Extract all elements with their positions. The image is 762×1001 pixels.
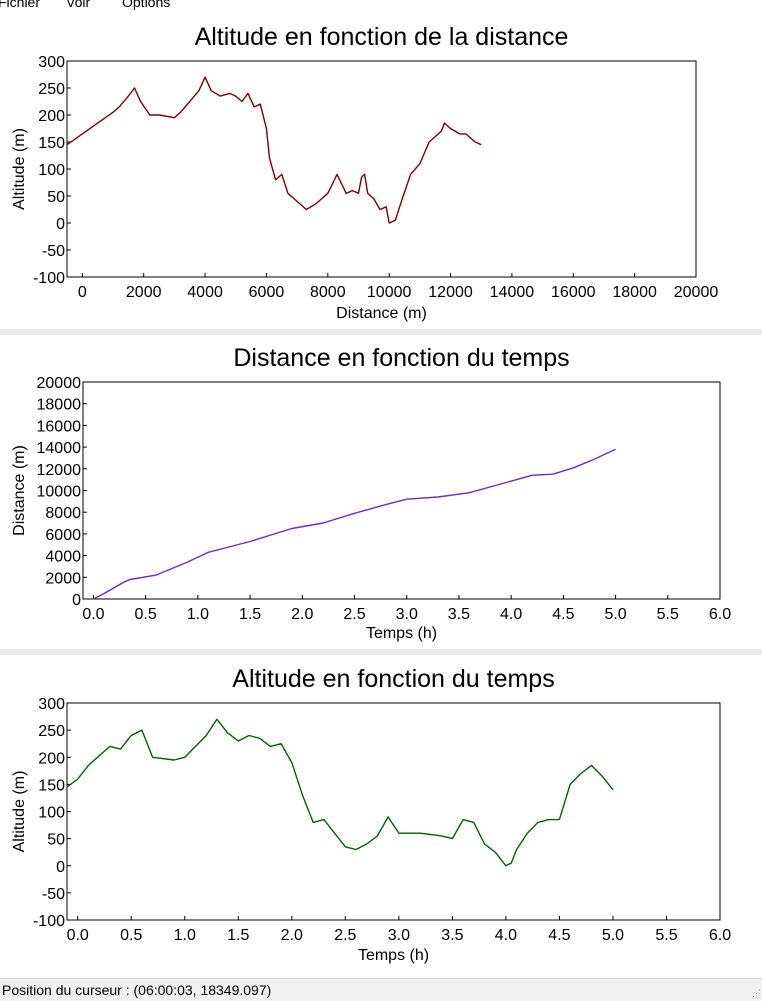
panel-separator: [0, 329, 762, 335]
x-tick-label: 4.5: [552, 606, 574, 623]
y-tick-label: 2000: [45, 570, 81, 587]
menu-fichier[interactable]: Fichier: [0, 0, 41, 10]
status-bar: Position du curseur : (06:00:03, 18349.0…: [0, 978, 762, 1001]
x-tick-label: 2.0: [291, 606, 313, 623]
x-axis-label: Distance (m): [336, 305, 427, 322]
y-tick-label: 300: [38, 696, 65, 713]
x-tick-label: 3.5: [448, 606, 470, 623]
resize-grip-icon[interactable]: ⋰: [752, 988, 761, 998]
x-tick-label: 6.0: [709, 606, 731, 623]
x-tick-label: 2.5: [334, 927, 356, 944]
x-tick-label: 0.0: [67, 927, 89, 944]
x-tick-label: 4.5: [548, 927, 570, 944]
x-tick-label: 1.0: [187, 606, 209, 623]
x-axis-label: Temps (h): [366, 625, 437, 642]
x-tick-label: 2.5: [343, 606, 365, 623]
y-tick-label: 300: [38, 54, 65, 71]
y-tick-label: 4000: [45, 549, 81, 566]
y-tick-label: 0: [56, 216, 65, 233]
x-tick-label: 2.0: [281, 927, 303, 944]
y-tick-label: 20000: [37, 375, 82, 392]
y-axis-label: Distance (m): [11, 445, 28, 536]
x-tick-label: 12000: [428, 284, 473, 301]
x-tick-label: 1.0: [174, 927, 196, 944]
y-tick-label: 200: [38, 750, 65, 767]
menu-voir[interactable]: Voir: [66, 0, 91, 10]
altitude-time-chart[interactable]: Altitude en fonction du temps 0.0 0.5 1.0 1.…: [0, 655, 762, 977]
series-line: [66, 718, 614, 867]
panel-separator: [0, 649, 762, 655]
y-tick-label: 18000: [37, 397, 82, 414]
y-tick-label: 8000: [45, 505, 81, 522]
y-tick-label: 100: [38, 162, 65, 179]
chart-title: Altitude en fonction de la distance: [195, 23, 569, 51]
series-line: [66, 76, 482, 224]
plot-area: [66, 702, 721, 921]
x-tick-label: 3.0: [396, 606, 418, 623]
y-tick-label: 50: [47, 832, 65, 849]
series-line: [93, 448, 616, 600]
cursor-position-status: Position du curseur : (06:00:03, 18349.0…: [2, 982, 271, 998]
y-tick-label: 50: [47, 189, 65, 206]
x-tick-label: 6000: [249, 284, 285, 301]
x-tick-label: 0.5: [135, 606, 157, 623]
x-tick-label: 5.5: [657, 606, 679, 623]
y-tick-label: 14000: [37, 440, 82, 457]
y-tick-label: -100: [33, 913, 65, 930]
y-tick-label: 12000: [37, 462, 82, 479]
x-tick-label: 5.0: [604, 606, 626, 623]
y-tick-label: -50: [42, 243, 65, 260]
cursor-position-value: (06:00:03, 18349.097): [133, 982, 272, 998]
y-tick-label: 6000: [45, 527, 81, 544]
y-tick-label: 16000: [37, 418, 82, 435]
y-tick-label: 250: [38, 723, 65, 740]
x-tick-label: 2000: [126, 284, 162, 301]
y-axis-label: Altitude (m): [11, 128, 28, 210]
menu-options[interactable]: Options: [122, 0, 171, 10]
y-tick-label: 100: [38, 805, 65, 822]
x-tick-label: 4000: [187, 284, 223, 301]
y-tick-label: -50: [42, 886, 65, 903]
y-tick-label: -100: [33, 270, 65, 287]
chart-title: Altitude en fonction du temps: [232, 665, 554, 693]
x-tick-label: 18000: [612, 284, 657, 301]
x-axis-label: Temps (h): [358, 947, 429, 964]
y-tick-label: 0: [56, 859, 65, 876]
y-tick-label: 250: [38, 81, 65, 98]
cursor-position-label: Position du curseur :: [2, 982, 130, 998]
x-tick-label: 5.5: [655, 927, 677, 944]
menu-bar: Fichier Voir Options: [0, 0, 762, 12]
y-tick-label: 0: [72, 592, 81, 609]
chart-title: Distance en fonction du temps: [233, 344, 569, 372]
y-tick-label: 150: [38, 135, 65, 152]
x-tick-label: 0: [78, 284, 87, 301]
x-tick-label: 16000: [551, 284, 596, 301]
x-tick-label: 1.5: [239, 606, 261, 623]
x-tick-label: 3.5: [441, 927, 463, 944]
x-tick-label: 4.0: [500, 606, 522, 623]
x-tick-label: 6.0: [709, 927, 731, 944]
x-tick-label: 5.0: [602, 927, 624, 944]
distance-time-chart[interactable]: Distance en fonction du temps 0.0 0.5 1.0 1.…: [0, 335, 762, 649]
x-tick-label: 14000: [490, 284, 535, 301]
x-tick-label: 4.0: [495, 927, 517, 944]
x-tick-label: 1.5: [227, 927, 249, 944]
x-tick-label: 0.5: [120, 927, 142, 944]
plot-area: [66, 60, 697, 278]
x-tick-label: 20000: [674, 284, 719, 301]
y-axis-label: Altitude (m): [11, 771, 28, 853]
y-tick-label: 200: [38, 108, 65, 125]
x-tick-label: 8000: [310, 284, 346, 301]
y-tick-label: 10000: [37, 484, 82, 501]
x-tick-label: 3.0: [388, 927, 410, 944]
y-tick-label: 150: [38, 777, 65, 794]
x-tick-label: 0.0: [82, 606, 104, 623]
x-tick-label: 10000: [367, 284, 412, 301]
